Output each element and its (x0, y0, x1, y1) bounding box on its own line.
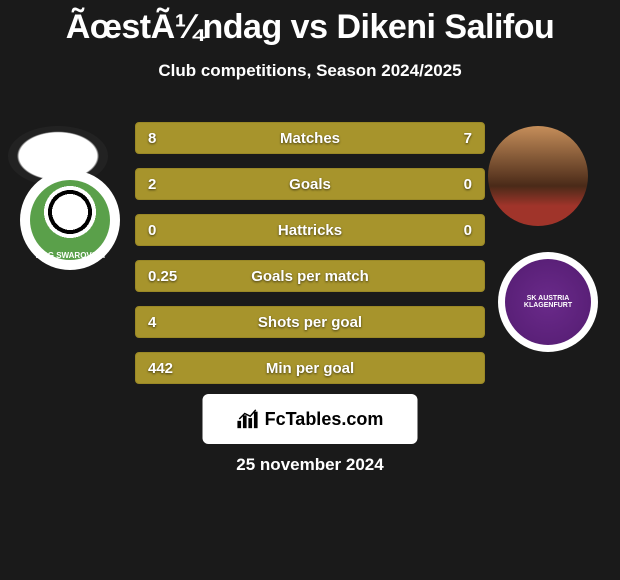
date-text: 25 november 2024 (236, 455, 383, 475)
page-title: ÃœstÃ¼ndag vs Dikeni Salifou (0, 0, 620, 47)
stat-right-value: 0 (464, 222, 472, 239)
stat-row: 442 Min per goal (135, 352, 485, 384)
club-right-badge: SK AUSTRIA KLAGENFURT (498, 252, 598, 352)
stat-left-value: 2 (148, 176, 156, 193)
club-left-badge: WSG SWAROVSKI (20, 170, 120, 270)
stat-label: Shots per goal (258, 314, 362, 331)
chart-icon (237, 409, 259, 429)
stat-left-value: 8 (148, 130, 156, 147)
player-right-avatar (488, 126, 588, 226)
club-left-text: WSG SWAROVSKI (35, 251, 105, 260)
footer-brand-text: FcTables.com (265, 409, 384, 430)
stat-right-value: 7 (464, 130, 472, 147)
stat-left-value: 4 (148, 314, 156, 331)
stat-label: Matches (280, 130, 340, 147)
stat-right-value: 0 (464, 176, 472, 193)
footer-brand-box[interactable]: FcTables.com (203, 394, 418, 444)
stat-label: Min per goal (266, 360, 354, 377)
stats-container: 8 Matches 7 2 Goals 0 0 Hattricks 0 0.25 Goals per… (135, 122, 485, 398)
page-subtitle: Club competitions, Season 2024/2025 (0, 61, 620, 81)
stat-row: 2 Goals 0 (135, 168, 485, 200)
stat-row: 0.25 Goals per match (135, 260, 485, 292)
stat-label: Goals per match (251, 268, 369, 285)
stat-label: Hattricks (278, 222, 342, 239)
stat-row: 0 Hattricks 0 (135, 214, 485, 246)
stat-left-value: 0.25 (148, 268, 177, 285)
stat-row: 4 Shots per goal (135, 306, 485, 338)
club-right-text: SK AUSTRIA KLAGENFURT (505, 295, 591, 309)
stat-label: Goals (289, 176, 331, 193)
stat-left-value: 442 (148, 360, 173, 377)
stat-row: 8 Matches 7 (135, 122, 485, 154)
stat-left-value: 0 (148, 222, 156, 239)
